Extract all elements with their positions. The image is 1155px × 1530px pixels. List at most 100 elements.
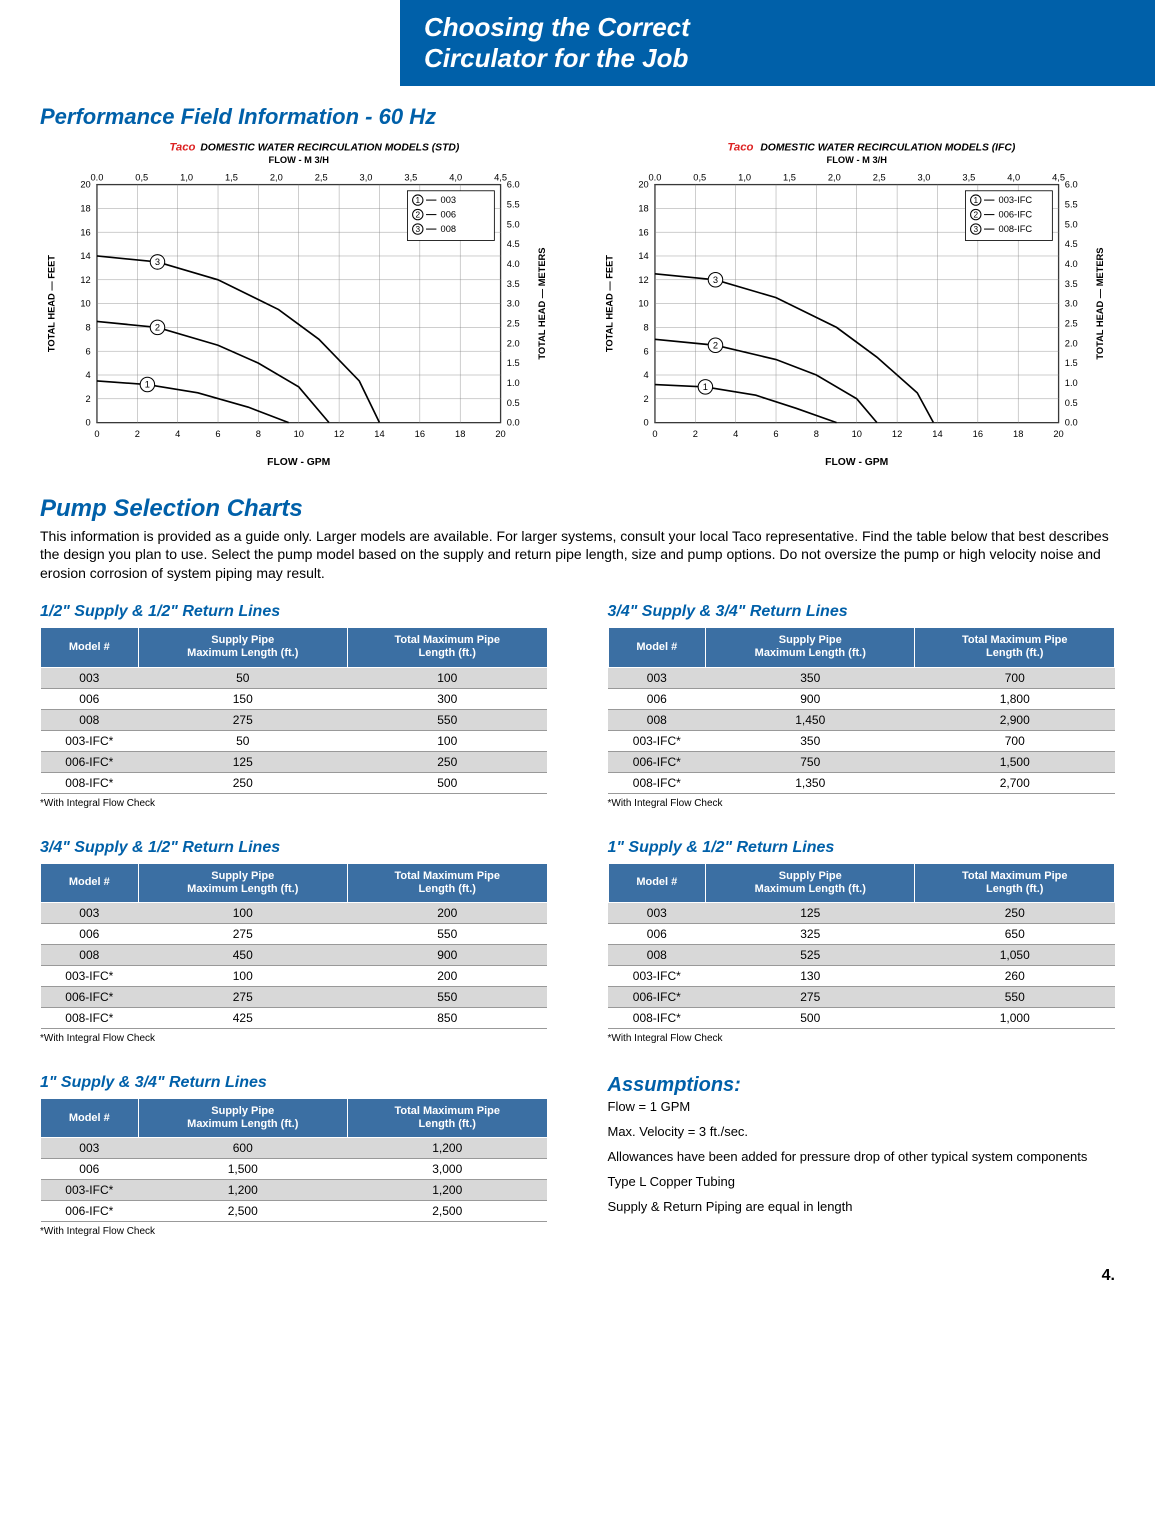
svg-text:4: 4 <box>175 429 180 439</box>
table-row: 0061,5003,000 <box>41 1159 548 1180</box>
col-total: Total Maximum PipeLength (ft.) <box>347 863 547 902</box>
svg-text:0,5: 0,5 <box>693 173 706 183</box>
svg-text:6: 6 <box>643 347 648 357</box>
col-supply: Supply PipeMaximum Length (ft.) <box>138 628 347 667</box>
svg-text:3.0: 3.0 <box>1064 299 1077 309</box>
svg-text:2.5: 2.5 <box>1064 319 1077 329</box>
table-row: 006-IFC*125250 <box>41 751 548 772</box>
svg-text:2,5: 2,5 <box>315 173 328 183</box>
svg-text:1,0: 1,0 <box>180 173 193 183</box>
svg-text:3: 3 <box>415 226 420 235</box>
svg-text:3,0: 3,0 <box>917 173 930 183</box>
svg-text:2: 2 <box>643 394 648 404</box>
table-block: 3/4" Supply & 1/2" Return Lines Model # … <box>40 839 548 1044</box>
svg-text:003-IFC: 003-IFC <box>998 196 1032 206</box>
table-row: 006-IFC*2,5002,500 <box>41 1201 548 1222</box>
table-row: 003100200 <box>41 902 548 923</box>
pump-body: This information is provided as a guide … <box>40 527 1115 584</box>
svg-text:20: 20 <box>1053 429 1063 439</box>
table-title: 1/2" Supply & 1/2" Return Lines <box>40 603 548 621</box>
svg-text:003: 003 <box>441 196 457 206</box>
table-footnote: *With Integral Flow Check <box>40 798 548 809</box>
assumptions-block: Assumptions: Flow = 1 GPMMax. Velocity =… <box>608 1074 1116 1237</box>
table-row: 003-IFC*100200 <box>41 965 548 986</box>
table-row: 008-IFC*1,3502,700 <box>608 772 1115 793</box>
svg-text:0: 0 <box>86 418 91 428</box>
col-total: Total Maximum PipeLength (ft.) <box>915 628 1115 667</box>
svg-text:TOTAL HEAD — FEET: TOTAL HEAD — FEET <box>46 255 56 352</box>
pump-heading: Pump Selection Charts <box>40 495 1115 523</box>
svg-text:2: 2 <box>155 323 160 333</box>
svg-text:4: 4 <box>86 370 91 380</box>
banner-line1: Choosing the Correct <box>424 12 690 42</box>
table-row: 006275550 <box>41 923 548 944</box>
col-model: Model # <box>41 1098 139 1137</box>
svg-text:20: 20 <box>80 180 90 190</box>
svg-text:1: 1 <box>145 380 150 390</box>
col-total: Total Maximum PipeLength (ft.) <box>347 628 547 667</box>
page-number: 4. <box>0 1267 1115 1285</box>
svg-text:TOTAL HEAD — FEET: TOTAL HEAD — FEET <box>604 255 614 352</box>
svg-text:FLOW - GPM: FLOW - GPM <box>825 457 888 468</box>
table-block: 1/2" Supply & 1/2" Return Lines Model # … <box>40 603 548 808</box>
svg-text:1.5: 1.5 <box>1064 359 1077 369</box>
col-model: Model # <box>608 628 706 667</box>
svg-text:2,0: 2,0 <box>270 173 283 183</box>
table-row: 008450900 <box>41 944 548 965</box>
svg-text:5.0: 5.0 <box>1064 220 1077 230</box>
svg-text:1: 1 <box>702 382 707 392</box>
svg-text:10: 10 <box>80 299 90 309</box>
assumption-line: Flow = 1 GPM <box>608 1099 1116 1114</box>
svg-text:2: 2 <box>135 429 140 439</box>
table-title: 3/4" Supply & 1/2" Return Lines <box>40 839 548 857</box>
table-row: 006-IFC*7501,500 <box>608 751 1115 772</box>
svg-text:3.5: 3.5 <box>507 279 520 289</box>
col-model: Model # <box>41 628 139 667</box>
table-row: 0036001,200 <box>41 1138 548 1159</box>
svg-text:3.5: 3.5 <box>1064 279 1077 289</box>
svg-text:0: 0 <box>94 429 99 439</box>
data-table: Model # Supply PipeMaximum Length (ft.) … <box>608 627 1116 793</box>
svg-text:16: 16 <box>80 228 90 238</box>
table-row: 00350100 <box>41 667 548 688</box>
table-row: 006-IFC*275550 <box>41 986 548 1007</box>
table-footnote: *With Integral Flow Check <box>40 1033 548 1044</box>
pump-intro: Pump Selection Charts This information i… <box>40 495 1115 584</box>
svg-text:3.0: 3.0 <box>507 299 520 309</box>
svg-text:0.0: 0.0 <box>648 173 661 183</box>
table-row: 008-IFC*5001,000 <box>608 1007 1115 1028</box>
svg-text:2: 2 <box>415 211 420 220</box>
svg-text:6.0: 6.0 <box>1064 180 1077 190</box>
col-total: Total Maximum PipeLength (ft.) <box>915 863 1115 902</box>
charts-row: Taco DOMESTIC WATER RECIRCULATION MODELS … <box>40 138 1115 474</box>
svg-text:8: 8 <box>86 323 91 333</box>
table-row: 003125250 <box>608 902 1115 923</box>
chart-left: Taco DOMESTIC WATER RECIRCULATION MODELS … <box>40 138 558 474</box>
svg-text:Taco: Taco <box>169 142 195 154</box>
svg-text:3,5: 3,5 <box>404 173 417 183</box>
svg-text:14: 14 <box>374 429 384 439</box>
page-banner: Choosing the Correct Circulator for the … <box>400 0 1155 86</box>
data-table: Model # Supply PipeMaximum Length (ft.) … <box>40 627 548 793</box>
svg-text:1: 1 <box>973 197 978 206</box>
svg-text:DOMESTIC WATER RECIRCULATION M: DOMESTIC WATER RECIRCULATION MODELS (STD… <box>200 143 460 154</box>
svg-text:4,0: 4,0 <box>449 173 462 183</box>
svg-text:0,5: 0,5 <box>135 173 148 183</box>
svg-text:4,5: 4,5 <box>494 173 507 183</box>
col-supply: Supply PipeMaximum Length (ft.) <box>706 863 915 902</box>
svg-text:1,5: 1,5 <box>225 173 238 183</box>
svg-text:2: 2 <box>712 341 717 351</box>
svg-text:0.0: 0.0 <box>90 173 103 183</box>
table-block: 1" Supply & 3/4" Return Lines Model # Su… <box>40 1074 548 1237</box>
svg-text:TOTAL HEAD — METERS: TOTAL HEAD — METERS <box>1095 248 1105 360</box>
svg-text:3,0: 3,0 <box>360 173 373 183</box>
svg-text:6: 6 <box>773 429 778 439</box>
table-block: 1" Supply & 1/2" Return Lines Model # Su… <box>608 839 1116 1044</box>
svg-text:4.0: 4.0 <box>507 259 520 269</box>
svg-text:2: 2 <box>973 211 978 220</box>
svg-text:1: 1 <box>415 197 420 206</box>
assumption-line: Supply & Return Piping are equal in leng… <box>608 1199 1116 1214</box>
svg-text:3,5: 3,5 <box>962 173 975 183</box>
svg-text:FLOW - GPM: FLOW - GPM <box>267 457 330 468</box>
svg-text:6: 6 <box>215 429 220 439</box>
